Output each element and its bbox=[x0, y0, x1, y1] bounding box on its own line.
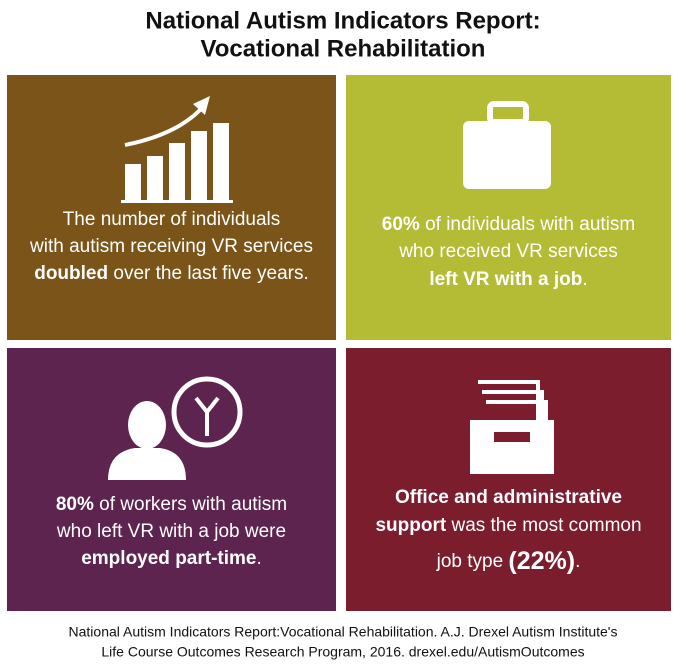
panel-text-line: employed part-time. bbox=[81, 548, 262, 569]
file-drawer-icon bbox=[470, 380, 554, 474]
footer-line: Life Course Outcomes Research Program, 2… bbox=[101, 644, 584, 660]
panel bbox=[7, 75, 336, 340]
panel-text-line: support was the most common bbox=[375, 515, 641, 536]
title-line: National Autism Indicators Report: bbox=[145, 7, 540, 34]
panel-text-line: Office and administrative bbox=[395, 487, 622, 508]
title-line: Vocational Rehabilitation bbox=[201, 35, 486, 62]
text-run: of workers with autism bbox=[94, 494, 287, 515]
text-run: 80% bbox=[56, 494, 94, 515]
text-run: who received VR services bbox=[398, 241, 618, 262]
panel bbox=[346, 75, 671, 340]
panel-text-line: job type (22%). bbox=[436, 547, 581, 575]
footer-line: National Autism Indicators Report:Vocati… bbox=[69, 624, 618, 640]
icons bbox=[108, 96, 554, 480]
text-run: who left VR with a job were bbox=[56, 521, 286, 542]
text-run: Office and administrative bbox=[395, 487, 622, 508]
panel-text-line: doubled over the last five years. bbox=[34, 263, 309, 284]
text-run: support bbox=[375, 515, 446, 536]
panel-text-line: who received VR services bbox=[398, 241, 618, 262]
text-run: (22%) bbox=[508, 547, 575, 575]
text-run: . bbox=[256, 548, 261, 569]
growth-chart-icon bbox=[121, 96, 233, 203]
panel-text-line: 60% of individuals with autism bbox=[382, 214, 635, 235]
text-run: The number of individuals bbox=[63, 209, 281, 230]
text-run: left VR with a job bbox=[429, 269, 582, 290]
briefcase-icon bbox=[463, 101, 551, 189]
text-run: over the last five years. bbox=[108, 263, 309, 284]
panel-text-line: who left VR with a job were bbox=[56, 521, 286, 542]
panel-text-line: The number of individuals bbox=[63, 209, 281, 230]
panel-text-line: left VR with a job. bbox=[429, 269, 587, 290]
text-run: . bbox=[575, 551, 580, 572]
text-run: 60% bbox=[382, 214, 420, 235]
text-run: job type bbox=[436, 551, 509, 572]
panel-text-line: 80% of workers with autism bbox=[56, 494, 287, 515]
text-run: doubled bbox=[34, 263, 108, 284]
text-run: employed part-time bbox=[81, 548, 256, 569]
text-run: with autism receiving VR services bbox=[29, 236, 313, 257]
person-clock-icon bbox=[108, 376, 243, 480]
text-run: of individuals with autism bbox=[420, 214, 635, 235]
text-run: was the most common bbox=[446, 515, 641, 536]
panel-text-line: with autism receiving VR services bbox=[29, 236, 313, 257]
text-run: . bbox=[582, 269, 587, 290]
